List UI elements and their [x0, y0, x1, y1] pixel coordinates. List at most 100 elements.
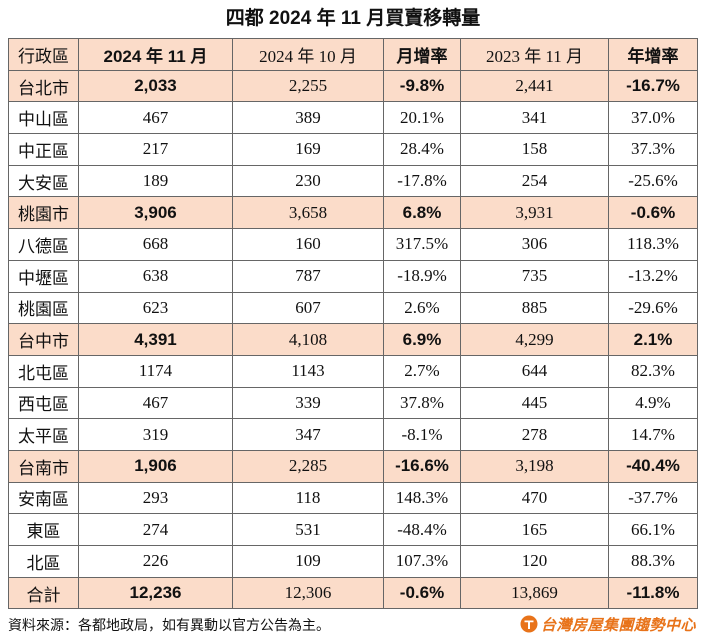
header-nov-2024: 2024 年 11 月 [78, 38, 233, 71]
logo-text: 台灣房屋集團趨勢中心 [540, 616, 696, 634]
district-name-cell: 安南區 [8, 481, 79, 515]
nov-2024-cell: 226 [78, 545, 233, 578]
table-header-row: 行政區 2024 年 11 月 2024 年 10 月 月增率 2023 年 1… [8, 38, 698, 71]
table-row: 八德區 668 160 317.5% 306 118.3% [8, 228, 698, 261]
district-name-cell: 桃園市 [8, 196, 79, 230]
nov-2024-cell: 12,236 [78, 576, 233, 610]
header-yoy-change: 年增率 [608, 38, 698, 71]
yoy-change-cell: 37.3% [608, 133, 698, 166]
yoy-change-cell: 4.9% [608, 386, 698, 420]
mom-change-cell: 20.1% [383, 101, 461, 135]
nov-2024-cell: 623 [78, 291, 233, 325]
yoy-change-cell: -13.2% [608, 259, 698, 293]
nov-2023-cell: 445 [460, 386, 609, 420]
oct-2024-cell: 389 [232, 101, 384, 135]
mom-change-cell: -8.1% [383, 418, 461, 451]
table-title: 四都 2024 年 11 月買賣移轉量 [225, 8, 481, 29]
oct-2024-cell: 787 [232, 259, 384, 293]
mom-change-cell: -48.4% [383, 513, 461, 546]
mom-change-cell: -16.6% [383, 449, 461, 483]
oct-2024-cell: 118 [232, 481, 384, 515]
mom-change-cell: 37.8% [383, 386, 461, 420]
table-row: 中壢區 638 787 -18.9% 735 -13.2% [8, 259, 698, 293]
yoy-change-cell: -25.6% [608, 164, 698, 198]
nov-2024-cell: 4,391 [78, 323, 233, 356]
district-name-cell: 北區 [8, 545, 79, 578]
nov-2023-cell: 278 [460, 418, 609, 451]
nov-2023-cell: 885 [460, 291, 609, 325]
yoy-change-cell: -29.6% [608, 291, 698, 325]
mom-change-cell: 6.9% [383, 323, 461, 356]
nov-2024-cell: 467 [78, 101, 233, 135]
mom-change-cell: 28.4% [383, 133, 461, 166]
nov-2023-cell: 165 [460, 513, 609, 546]
yoy-change-cell: 37.0% [608, 101, 698, 135]
table-row: 合計 12,236 12,306 -0.6% 13,869 -11.8% [8, 576, 698, 610]
nov-2023-cell: 644 [460, 354, 609, 388]
district-name-cell: 東區 [8, 513, 79, 546]
oct-2024-cell: 2,255 [232, 69, 384, 103]
nov-2024-cell: 293 [78, 481, 233, 515]
data-source-note: 資料來源：各都地政局，如有異動以官方公告為主。 [8, 617, 330, 633]
nov-2024-cell: 467 [78, 386, 233, 420]
district-name-cell: 西屯區 [8, 386, 79, 420]
oct-2024-cell: 169 [232, 133, 384, 166]
nov-2023-cell: 2,441 [460, 69, 609, 103]
district-name-cell: 中正區 [8, 133, 79, 166]
table-row: 北區 226 109 107.3% 120 88.3% [8, 545, 698, 578]
table-row: 安南區 293 118 148.3% 470 -37.7% [8, 481, 698, 515]
yoy-change-cell: -37.7% [608, 481, 698, 515]
table-row: 台中市 4,391 4,108 6.9% 4,299 2.1% [8, 323, 698, 356]
mom-change-cell: 2.6% [383, 291, 461, 325]
district-name-cell: 台北市 [8, 69, 79, 103]
nov-2023-cell: 735 [460, 259, 609, 293]
mom-change-cell: 107.3% [383, 545, 461, 578]
oct-2024-cell: 4,108 [232, 323, 384, 356]
nov-2024-cell: 668 [78, 228, 233, 261]
nov-2023-cell: 254 [460, 164, 609, 198]
yoy-change-cell: -16.7% [608, 69, 698, 103]
oct-2024-cell: 339 [232, 386, 384, 420]
district-name-cell: 中壢區 [8, 259, 79, 293]
oct-2024-cell: 230 [232, 164, 384, 198]
nov-2023-cell: 3,931 [460, 196, 609, 230]
district-name-cell: 北屯區 [8, 354, 79, 388]
mom-change-cell: -17.8% [383, 164, 461, 198]
table-row: 西屯區 467 339 37.8% 445 4.9% [8, 386, 698, 420]
mom-change-cell: 6.8% [383, 196, 461, 230]
yoy-change-cell: 2.1% [608, 323, 698, 356]
oct-2024-cell: 531 [232, 513, 384, 546]
table-row: 大安區 189 230 -17.8% 254 -25.6% [8, 164, 698, 198]
nov-2024-cell: 3,906 [78, 196, 233, 230]
oct-2024-cell: 12,306 [232, 576, 384, 610]
district-name-cell: 中山區 [8, 101, 79, 135]
district-name-cell: 台中市 [8, 323, 79, 356]
yoy-change-cell: 66.1% [608, 513, 698, 546]
table-row: 中山區 467 389 20.1% 341 37.0% [8, 101, 698, 135]
table-body: 台北市 2,033 2,255 -9.8% 2,441 -16.7% 中山區 467 389 20… [8, 69, 698, 610]
header-oct-2024: 2024 年 10 月 [232, 38, 384, 71]
nov-2023-cell: 3,198 [460, 449, 609, 483]
nov-2023-cell: 341 [460, 101, 609, 135]
nov-2023-cell: 306 [460, 228, 609, 261]
oct-2024-cell: 1143 [232, 354, 384, 388]
table-row: 中正區 217 169 28.4% 158 37.3% [8, 133, 698, 166]
table-row: 東區 274 531 -48.4% 165 66.1% [8, 513, 698, 546]
header-nov-2023: 2023 年 11 月 [460, 38, 609, 71]
table-row: 台北市 2,033 2,255 -9.8% 2,441 -16.7% [8, 69, 698, 103]
yoy-change-cell: -0.6% [608, 196, 698, 230]
nov-2024-cell: 319 [78, 418, 233, 451]
nov-2023-cell: 470 [460, 481, 609, 515]
oct-2024-cell: 109 [232, 545, 384, 578]
header-district: 行政區 [8, 38, 79, 71]
district-name-cell: 台南市 [8, 449, 79, 483]
oct-2024-cell: 3,658 [232, 196, 384, 230]
yoy-change-cell: 14.7% [608, 418, 698, 451]
yoy-change-cell: 82.3% [608, 354, 698, 388]
nov-2023-cell: 120 [460, 545, 609, 578]
district-name-cell: 八德區 [8, 228, 79, 261]
table-row: 北屯區 1174 1143 2.7% 644 82.3% [8, 354, 698, 388]
table-row: 桃園區 623 607 2.6% 885 -29.6% [8, 291, 698, 325]
nov-2023-cell: 4,299 [460, 323, 609, 356]
table-row: 太平區 319 347 -8.1% 278 14.7% [8, 418, 698, 451]
